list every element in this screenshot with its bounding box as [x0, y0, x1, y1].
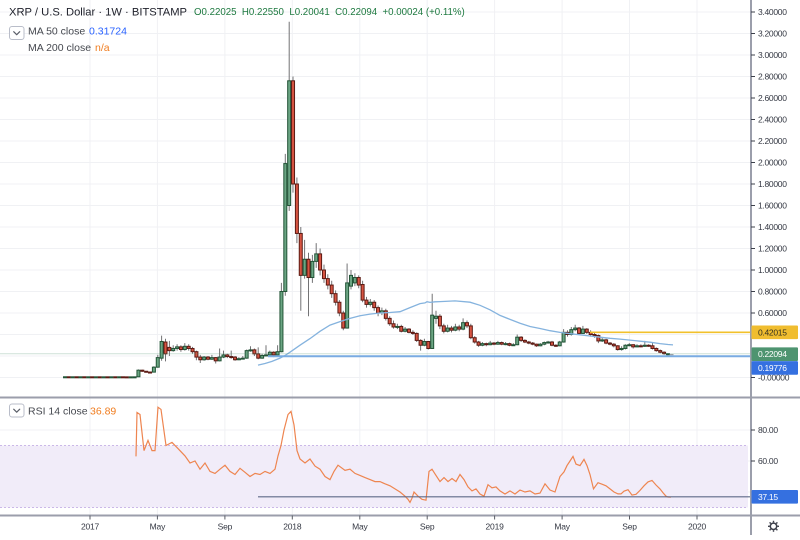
- svg-text:O0.22025 H0.22550 L0.20041: O0.22025 H0.22550 L0.20041 C0.22094 +0.0…: [194, 7, 465, 18]
- svg-text:1.20000: 1.20000: [758, 244, 787, 254]
- svg-text:1.00000: 1.00000: [758, 265, 787, 275]
- svg-text:60.00: 60.00: [758, 456, 778, 466]
- svg-text:May: May: [150, 522, 166, 532]
- svg-text:1.40000: 1.40000: [758, 222, 787, 232]
- svg-text:Sep: Sep: [218, 522, 233, 532]
- svg-text:0.19776: 0.19776: [758, 363, 787, 373]
- svg-text:0.42015: 0.42015: [758, 327, 787, 337]
- svg-text:37.15: 37.15: [758, 492, 778, 502]
- svg-text:2.80000: 2.80000: [758, 72, 787, 82]
- svg-text:Sep: Sep: [622, 522, 637, 532]
- svg-text:-0.00000: -0.00000: [758, 373, 790, 383]
- svg-text:3.20000: 3.20000: [758, 29, 787, 39]
- svg-text:3.40000: 3.40000: [758, 7, 787, 17]
- svg-text:2.60000: 2.60000: [758, 93, 787, 103]
- svg-text:0.80000: 0.80000: [758, 287, 787, 297]
- svg-text:2019: 2019: [486, 522, 505, 532]
- svg-text:1.60000: 1.60000: [758, 201, 787, 211]
- svg-text:2018: 2018: [283, 522, 302, 532]
- svg-text:0.22094: 0.22094: [758, 349, 787, 359]
- svg-text:2.00000: 2.00000: [758, 158, 787, 168]
- svg-text:n/a: n/a: [95, 42, 110, 54]
- svg-text:2020: 2020: [688, 522, 707, 532]
- svg-text:0.60000: 0.60000: [758, 308, 787, 318]
- svg-text:RSI 14 close: RSI 14 close: [28, 406, 88, 418]
- svg-text:2.40000: 2.40000: [758, 115, 787, 125]
- svg-text:XRP / U.S. Dollar · 1W · BITST: XRP / U.S. Dollar · 1W · BITSTAMP: [9, 7, 187, 19]
- svg-text:36.89: 36.89: [90, 406, 116, 418]
- svg-text:1.80000: 1.80000: [758, 179, 787, 189]
- svg-text:2017: 2017: [81, 522, 100, 532]
- svg-text:May: May: [352, 522, 368, 532]
- svg-text:Sep: Sep: [420, 522, 435, 532]
- svg-text:3.00000: 3.00000: [758, 50, 787, 60]
- svg-text:0.31724: 0.31724: [89, 26, 127, 38]
- svg-text:May: May: [554, 522, 570, 532]
- svg-text:MA 200 close: MA 200 close: [28, 42, 91, 54]
- svg-text:80.00: 80.00: [758, 425, 778, 435]
- svg-text:MA 50 close: MA 50 close: [28, 26, 85, 38]
- svg-text:2.20000: 2.20000: [758, 136, 787, 146]
